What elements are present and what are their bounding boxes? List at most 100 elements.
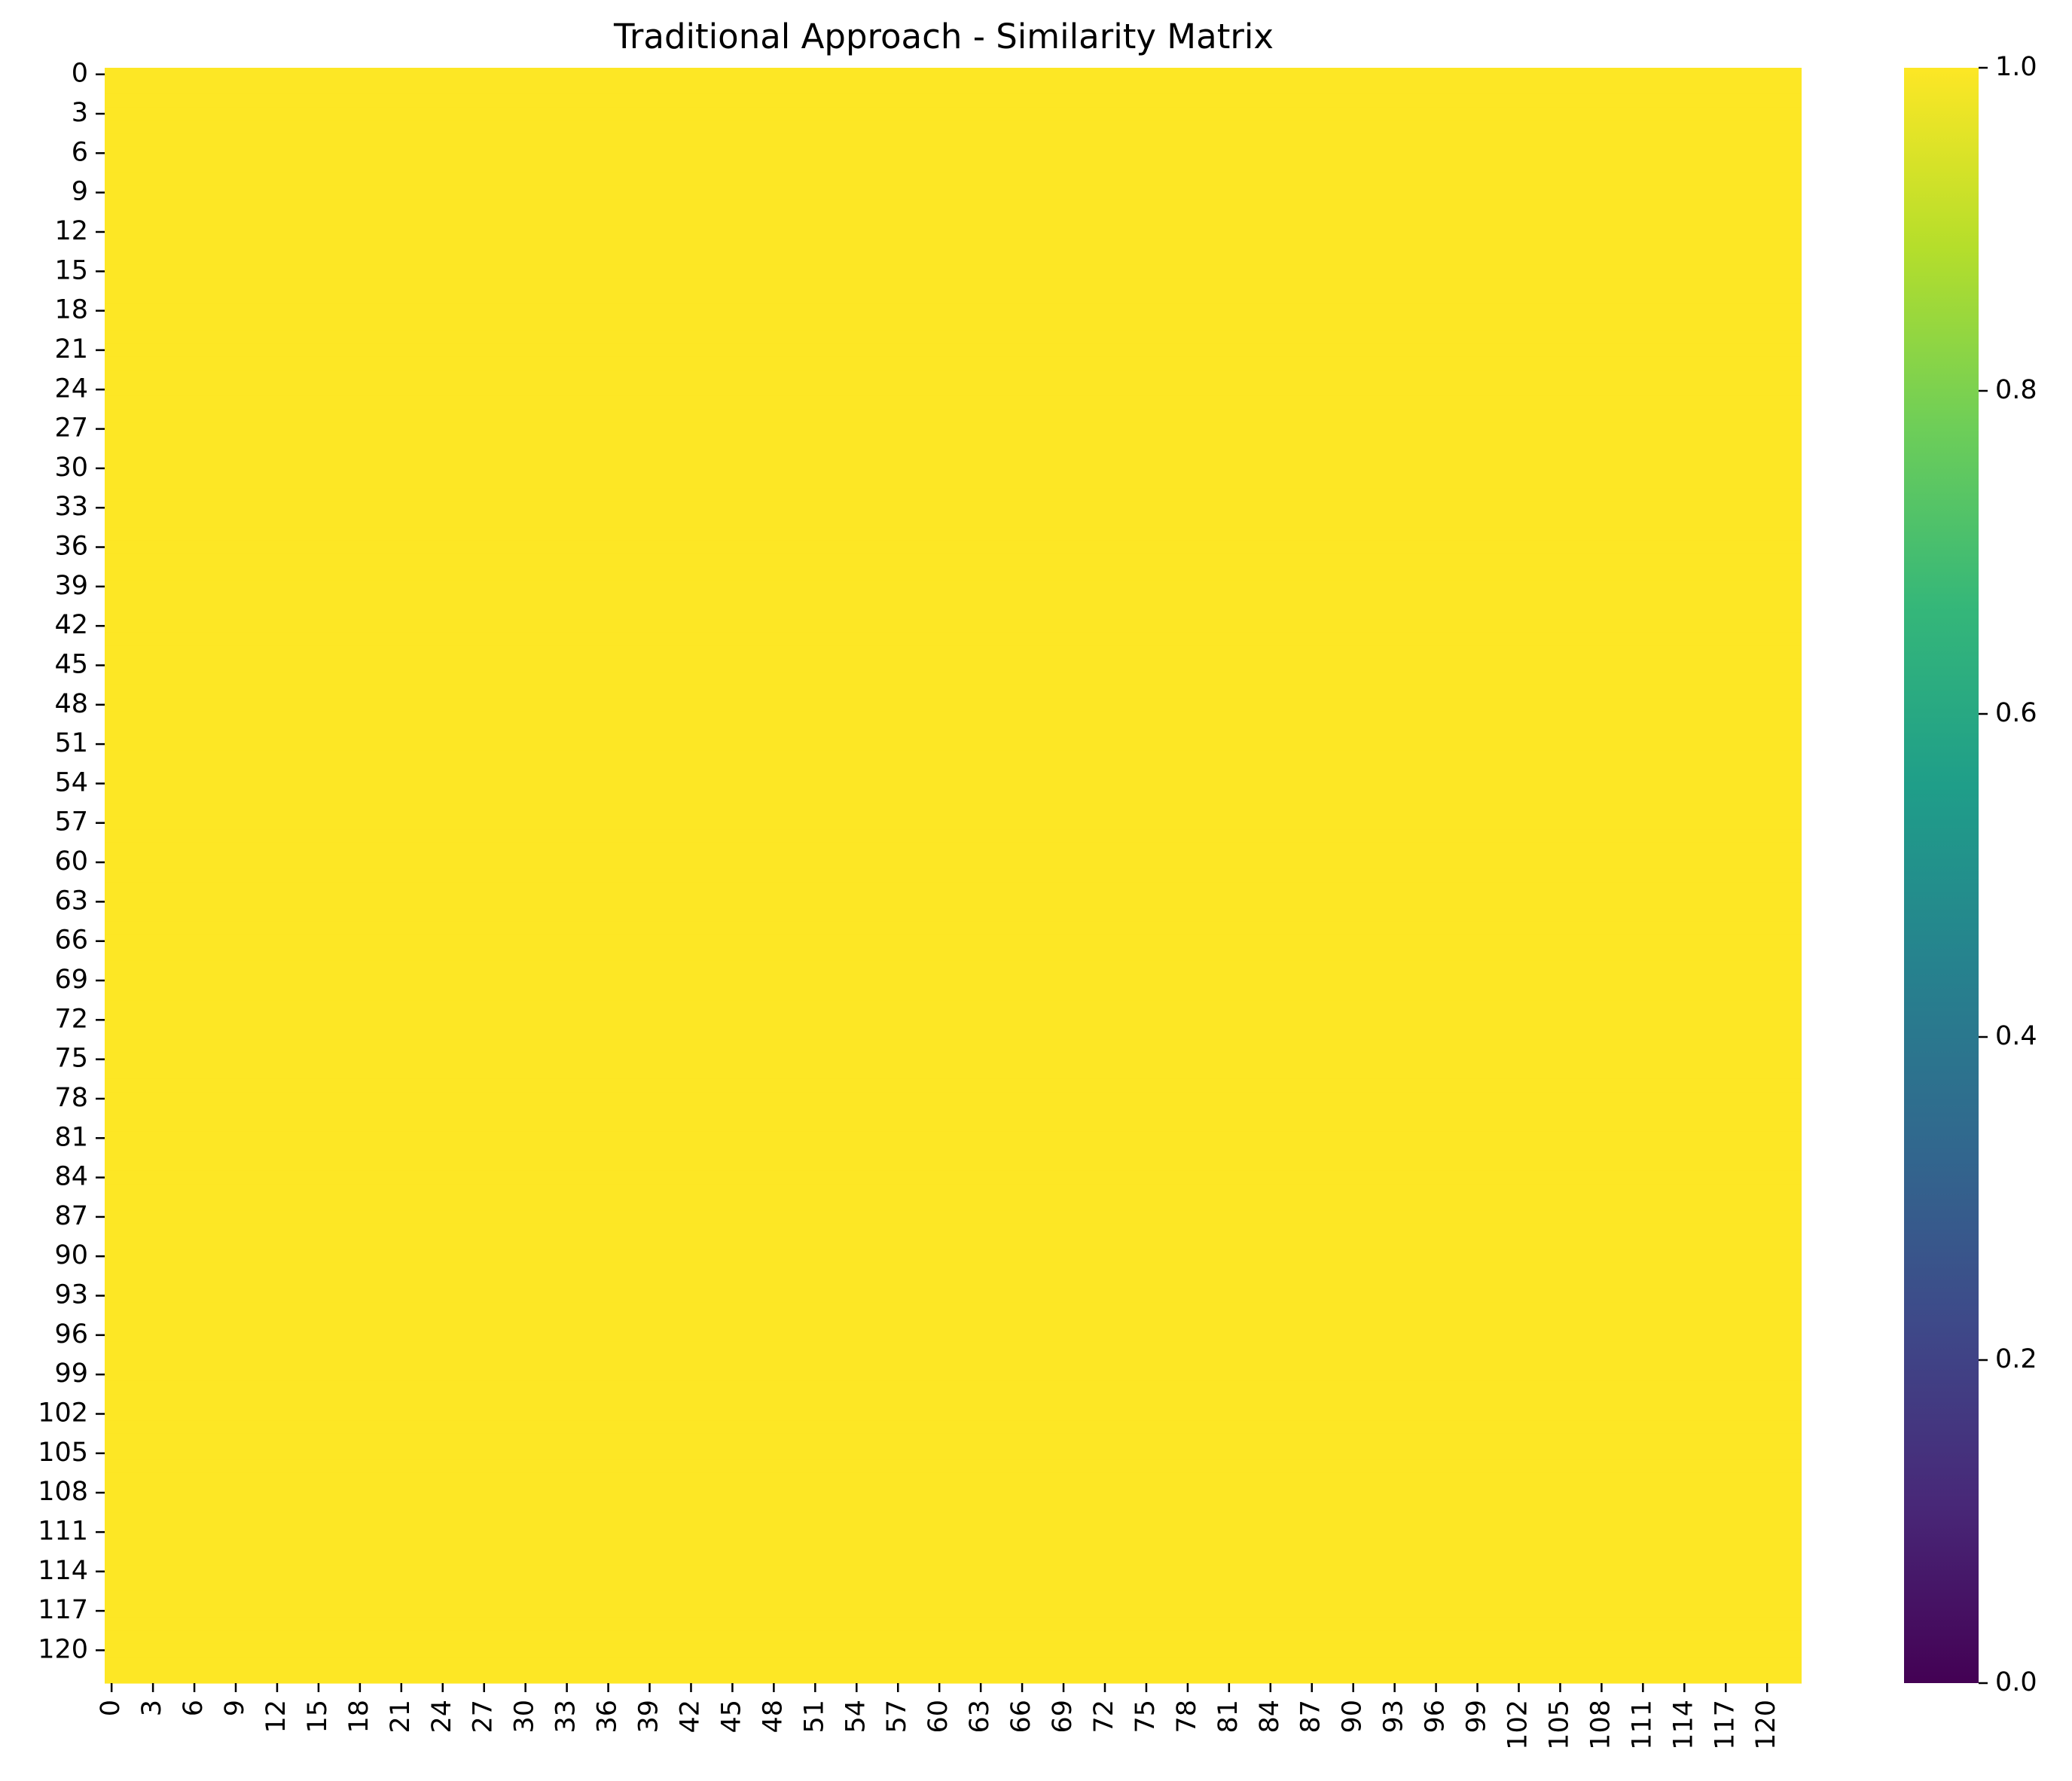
heatmap-row [105,593,1802,607]
x-tick-label: 108 [1585,1700,1616,1750]
heatmap-row [105,474,1802,489]
heatmap-row [105,212,1802,226]
y-tick-label: 87 [54,1201,88,1231]
y-tick-label: 105 [38,1438,88,1468]
heatmap-row [105,882,1802,896]
heatmap-row [105,514,1802,528]
heatmap-row [105,829,1802,843]
heatmap-row [105,1630,1802,1645]
x-tick-label: 78 [1172,1700,1202,1734]
heatmap-row [105,448,1802,462]
heatmap-row [105,1315,1802,1329]
y-tick-label: 96 [54,1319,88,1349]
y-tick-label: 93 [54,1280,88,1310]
heatmap-row [105,803,1802,817]
heatmap-row [105,462,1802,476]
heatmap-row [105,395,1802,410]
y-tick-label: 33 [54,492,88,522]
heatmap-row [105,632,1802,646]
colorbar-tick-label: 1.0 [1995,52,2037,82]
heatmap-row [105,1013,1802,1027]
x-tick-label: 93 [1379,1700,1409,1734]
heatmap-row [105,225,1802,239]
x-tick-label: 102 [1503,1700,1533,1750]
heatmap-row [105,908,1802,923]
heatmap-row [105,606,1802,621]
heatmap-row [105,1170,1802,1185]
heatmap-row [105,1590,1802,1605]
heatmap-row [105,185,1802,200]
heatmap-row [105,1499,1802,1513]
x-tick-label: 87 [1296,1700,1326,1734]
y-tick-label: 66 [54,926,88,956]
heatmap-row [105,1145,1802,1159]
x-tick-label: 6 [179,1700,209,1716]
y-tick-label: 15 [54,255,88,285]
x-tick-label: 15 [303,1700,333,1734]
heatmap-row [105,1551,1802,1566]
x-tick-label: 54 [841,1700,871,1734]
heatmap-row [105,1472,1802,1487]
heatmap-row [105,1105,1802,1119]
x-tick-label: 9 [220,1700,250,1716]
heatmap-row [105,580,1802,594]
heatmap-row [105,1670,1802,1684]
heatmap-row [105,895,1802,909]
y-tick-label: 72 [54,1004,88,1034]
x-axis-ticks: 0 3 6 9 12 15 18 21 24 27 30 33 36 39 42 45 48 51 54 57 60 63… [96,1683,1781,1750]
heatmap-row [105,199,1802,213]
heatmap-row [105,1604,1802,1618]
colorbar-ticks: 0.0 0.2 0.4 0.6 0.8 1.0 [1979,52,2037,1697]
heatmap-row [105,1447,1802,1461]
x-tick-label: 114 [1668,1700,1698,1750]
heatmap-row [105,1197,1802,1211]
x-tick-label: 0 [96,1700,126,1716]
y-axis-ticks: 0369121518212427303336394245485154576063… [38,59,105,1664]
heatmap-row [105,698,1802,712]
heatmap-row [105,238,1802,252]
x-tick-label: 120 [1751,1700,1781,1750]
heatmap-row [105,317,1802,331]
heatmap-row [105,264,1802,279]
heatmap-row [105,947,1802,962]
x-tick-label: 66 [1006,1700,1036,1734]
x-tick-label: 84 [1255,1700,1285,1734]
heatmap-row [105,1539,1802,1553]
heatmap-row [105,855,1802,870]
heatmap-row [105,68,1802,82]
heatmap-row [105,1394,1802,1408]
heatmap-row [105,1039,1802,1054]
y-tick-label: 108 [38,1477,88,1507]
x-tick-label: 63 [965,1700,995,1734]
x-tick-label: 51 [799,1700,829,1734]
x-tick-label: 21 [386,1700,416,1734]
heatmap-row [105,645,1802,660]
y-tick-label: 120 [38,1634,88,1664]
heatmap-row [105,1617,1802,1631]
heatmap-row [105,172,1802,187]
y-tick-label: 75 [54,1044,88,1074]
colorbar-tick-label: 0.4 [1995,1021,2037,1051]
heatmap-row [105,724,1802,738]
heatmap-row [105,960,1802,974]
heatmap-row [105,1368,1802,1382]
heatmap-row [105,146,1802,160]
x-tick-label: 3 [137,1700,167,1716]
y-tick-label: 63 [54,886,88,916]
y-tick-label: 99 [54,1359,88,1389]
heatmap-row [105,1276,1802,1290]
heatmap-row [105,303,1802,318]
x-tick-label: 105 [1544,1700,1574,1750]
y-tick-label: 45 [54,649,88,679]
heatmap-row [105,1092,1802,1106]
y-tick-label: 27 [54,413,88,444]
y-tick-label: 42 [54,610,88,640]
x-tick-label: 12 [261,1700,291,1734]
heatmap-row [105,764,1802,778]
heatmap-row [105,343,1802,358]
heatmap-row [105,356,1802,371]
x-tick-label: 90 [1338,1700,1368,1734]
colorbar-tick-label: 0.8 [1995,375,2037,405]
heatmap-row [105,921,1802,935]
heatmap-row [105,160,1802,174]
